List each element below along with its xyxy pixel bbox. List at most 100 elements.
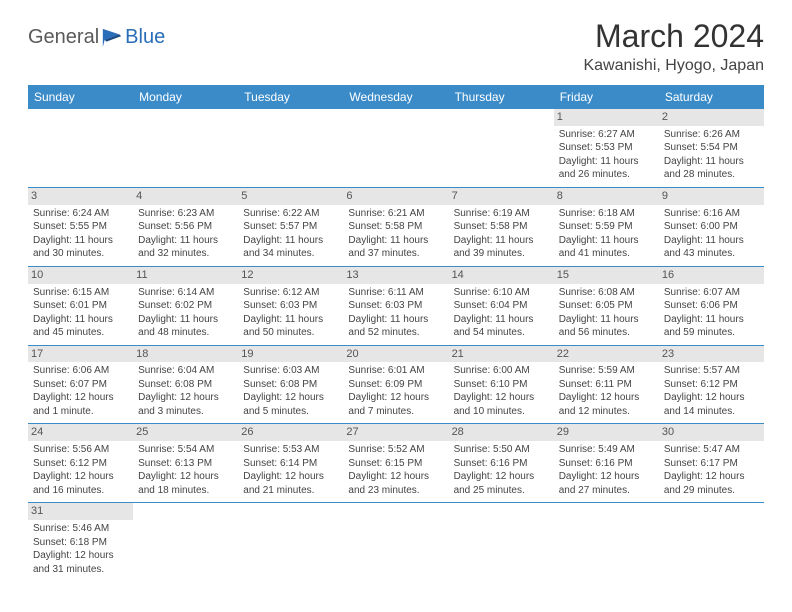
day-info-line: Sunrise: 6:19 AM xyxy=(454,207,549,221)
day-info-line: Sunset: 6:12 PM xyxy=(33,457,128,471)
day-info-line: and 23 minutes. xyxy=(348,484,443,498)
day-info-line: Sunset: 6:17 PM xyxy=(664,457,759,471)
day-number: 24 xyxy=(28,424,133,441)
day-info-line: and 26 minutes. xyxy=(559,168,654,182)
day-number: 7 xyxy=(449,188,554,205)
weekday-header: Saturday xyxy=(659,85,764,109)
calendar-day-cell xyxy=(238,503,343,581)
day-number: 20 xyxy=(343,346,448,363)
calendar-day-cell: 5Sunrise: 6:22 AMSunset: 5:57 PMDaylight… xyxy=(238,187,343,266)
calendar-day-cell xyxy=(238,109,343,187)
day-info-line: Sunset: 6:09 PM xyxy=(348,378,443,392)
calendar-day-cell: 31Sunrise: 5:46 AMSunset: 6:18 PMDayligh… xyxy=(28,503,133,581)
weekday-header: Tuesday xyxy=(238,85,343,109)
calendar-day-cell: 27Sunrise: 5:52 AMSunset: 6:15 PMDayligh… xyxy=(343,424,448,503)
calendar-day-cell: 28Sunrise: 5:50 AMSunset: 6:16 PMDayligh… xyxy=(449,424,554,503)
calendar-day-cell: 17Sunrise: 6:06 AMSunset: 6:07 PMDayligh… xyxy=(28,345,133,424)
calendar-day-cell xyxy=(28,109,133,187)
calendar-day-cell xyxy=(449,503,554,581)
day-info-line: Sunset: 6:13 PM xyxy=(138,457,233,471)
day-info-line: Daylight: 12 hours xyxy=(33,470,128,484)
day-info-line: Daylight: 12 hours xyxy=(664,391,759,405)
day-info-line: Sunrise: 6:27 AM xyxy=(559,128,654,142)
day-info-line: and 52 minutes. xyxy=(348,326,443,340)
day-number: 2 xyxy=(659,109,764,126)
day-number: 4 xyxy=(133,188,238,205)
day-number: 14 xyxy=(449,267,554,284)
day-info-line: and 18 minutes. xyxy=(138,484,233,498)
day-number: 22 xyxy=(554,346,659,363)
day-info-line: Daylight: 11 hours xyxy=(454,234,549,248)
calendar-day-cell: 23Sunrise: 5:57 AMSunset: 6:12 PMDayligh… xyxy=(659,345,764,424)
day-info-line: Sunrise: 6:11 AM xyxy=(348,286,443,300)
day-info-line: and 25 minutes. xyxy=(454,484,549,498)
day-info-line: Sunset: 6:06 PM xyxy=(664,299,759,313)
calendar-day-cell: 15Sunrise: 6:08 AMSunset: 6:05 PMDayligh… xyxy=(554,266,659,345)
day-info-line: Daylight: 12 hours xyxy=(33,391,128,405)
day-number: 23 xyxy=(659,346,764,363)
day-info-line: and 29 minutes. xyxy=(664,484,759,498)
calendar-day-cell xyxy=(343,503,448,581)
day-info-line: and 48 minutes. xyxy=(138,326,233,340)
day-number: 16 xyxy=(659,267,764,284)
day-info-line: Sunrise: 6:10 AM xyxy=(454,286,549,300)
day-info-line: Daylight: 12 hours xyxy=(33,549,128,563)
day-info-line: Daylight: 11 hours xyxy=(138,234,233,248)
day-info-line: and 30 minutes. xyxy=(33,247,128,261)
day-number: 29 xyxy=(554,424,659,441)
calendar-day-cell: 29Sunrise: 5:49 AMSunset: 6:16 PMDayligh… xyxy=(554,424,659,503)
day-info-line: Sunrise: 6:15 AM xyxy=(33,286,128,300)
day-info-line: Sunrise: 6:04 AM xyxy=(138,364,233,378)
day-info-line: and 31 minutes. xyxy=(33,563,128,577)
day-number: 9 xyxy=(659,188,764,205)
day-info-line: Daylight: 11 hours xyxy=(664,155,759,169)
day-info-line: Sunset: 5:56 PM xyxy=(138,220,233,234)
day-info-line: and 27 minutes. xyxy=(559,484,654,498)
day-info-line: Sunset: 6:16 PM xyxy=(559,457,654,471)
weekday-header: Friday xyxy=(554,85,659,109)
day-number: 13 xyxy=(343,267,448,284)
logo-text-blue: Blue xyxy=(125,26,165,49)
day-info-line: Sunrise: 5:49 AM xyxy=(559,443,654,457)
day-info-line: Daylight: 12 hours xyxy=(138,391,233,405)
day-number: 3 xyxy=(28,188,133,205)
day-info-line: Daylight: 11 hours xyxy=(559,234,654,248)
day-info-line: Daylight: 11 hours xyxy=(243,313,338,327)
day-info-line: and 34 minutes. xyxy=(243,247,338,261)
day-info-line: Sunset: 6:00 PM xyxy=(664,220,759,234)
day-info-line: Sunrise: 6:24 AM xyxy=(33,207,128,221)
day-info-line: Sunrise: 6:00 AM xyxy=(454,364,549,378)
calendar-week-row: 3Sunrise: 6:24 AMSunset: 5:55 PMDaylight… xyxy=(28,187,764,266)
day-info-line: Sunrise: 5:46 AM xyxy=(33,522,128,536)
title-block: March 2024 Kawanishi, Hyogo, Japan xyxy=(583,18,764,75)
day-info-line: and 5 minutes. xyxy=(243,405,338,419)
calendar-table: Sunday Monday Tuesday Wednesday Thursday… xyxy=(28,85,764,581)
calendar-day-cell: 24Sunrise: 5:56 AMSunset: 6:12 PMDayligh… xyxy=(28,424,133,503)
calendar-day-cell: 19Sunrise: 6:03 AMSunset: 6:08 PMDayligh… xyxy=(238,345,343,424)
logo-text-general: General xyxy=(28,26,99,49)
day-info-line: Daylight: 11 hours xyxy=(33,313,128,327)
day-info-line: Sunrise: 5:52 AM xyxy=(348,443,443,457)
day-info-line: Sunrise: 5:47 AM xyxy=(664,443,759,457)
day-info-line: Daylight: 11 hours xyxy=(138,313,233,327)
day-number: 21 xyxy=(449,346,554,363)
day-info-line: and 45 minutes. xyxy=(33,326,128,340)
day-number: 18 xyxy=(133,346,238,363)
calendar-day-cell xyxy=(343,109,448,187)
day-info-line: Daylight: 11 hours xyxy=(33,234,128,248)
day-info-line: Daylight: 11 hours xyxy=(559,313,654,327)
calendar-day-cell: 26Sunrise: 5:53 AMSunset: 6:14 PMDayligh… xyxy=(238,424,343,503)
day-info-line: and 21 minutes. xyxy=(243,484,338,498)
calendar-day-cell: 13Sunrise: 6:11 AMSunset: 6:03 PMDayligh… xyxy=(343,266,448,345)
calendar-day-cell: 10Sunrise: 6:15 AMSunset: 6:01 PMDayligh… xyxy=(28,266,133,345)
calendar-day-cell xyxy=(659,503,764,581)
day-info-line: Sunset: 5:57 PM xyxy=(243,220,338,234)
day-info-line: Daylight: 11 hours xyxy=(348,234,443,248)
day-info-line: Sunset: 6:05 PM xyxy=(559,299,654,313)
calendar-day-cell: 9Sunrise: 6:16 AMSunset: 6:00 PMDaylight… xyxy=(659,187,764,266)
day-info-line: Sunset: 6:03 PM xyxy=(243,299,338,313)
calendar-day-cell: 1Sunrise: 6:27 AMSunset: 5:53 PMDaylight… xyxy=(554,109,659,187)
day-info-line: Sunset: 5:59 PM xyxy=(559,220,654,234)
day-info-line: Sunset: 6:01 PM xyxy=(33,299,128,313)
location: Kawanishi, Hyogo, Japan xyxy=(583,57,764,75)
